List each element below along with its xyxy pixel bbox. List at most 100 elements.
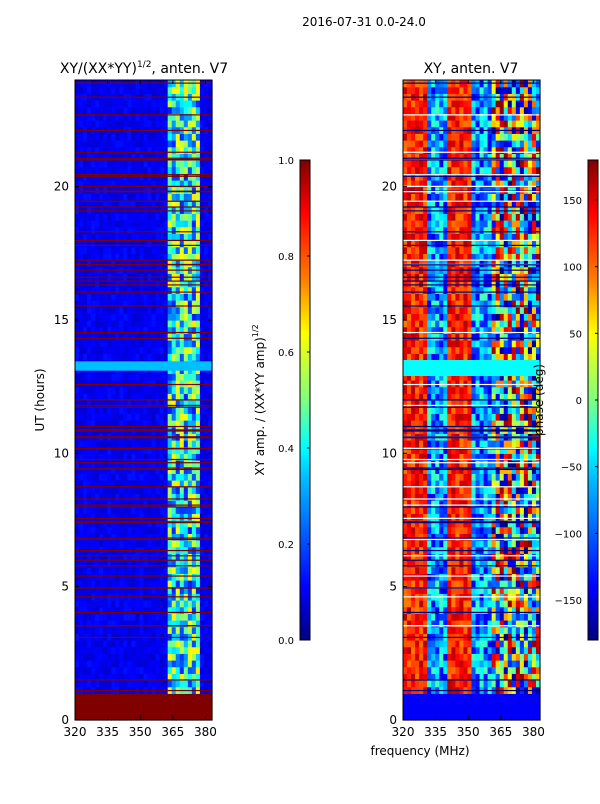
amp-heat-cell — [187, 493, 193, 501]
amp-heat-cell — [187, 380, 193, 388]
amp-heat-cell — [171, 713, 177, 721]
amp-heat-cell — [75, 693, 80, 701]
amp-heat-cell — [115, 153, 120, 161]
amp-heat-cell — [187, 386, 193, 394]
amp-heat-cell — [111, 120, 116, 128]
amp-heat-cell — [75, 526, 80, 534]
phase-heat-cell — [435, 586, 440, 594]
phase-heat-cell — [443, 653, 448, 661]
amp-heat-cell — [207, 180, 213, 188]
amp-heat-cell — [79, 613, 84, 621]
phase-heat-cell — [507, 666, 513, 674]
amp-heat-cell — [119, 600, 124, 608]
amp-heat-cell — [99, 253, 104, 261]
amp-heat-cell — [203, 460, 209, 468]
amp-heat-cell — [203, 493, 209, 501]
amp-heat-cell — [135, 153, 141, 161]
amp-heat-cell — [91, 620, 96, 628]
phase-heat-cell — [511, 460, 517, 468]
phase-heat-cell — [495, 653, 501, 661]
amp-heat-cell — [187, 260, 193, 268]
amp-heat-cell — [119, 293, 124, 301]
amp-heat-cell — [175, 113, 181, 121]
amp-heat-cell — [131, 346, 137, 354]
phase-heat-cell — [483, 560, 489, 568]
phase-heat-cell — [519, 453, 525, 461]
amp-heat-cell — [127, 480, 133, 488]
amp-heat-cell — [195, 440, 201, 448]
amp-heat-cell — [115, 133, 120, 141]
amp-heat-cell — [203, 146, 209, 154]
phase-heat-cell — [443, 660, 448, 668]
phase-heat-cell — [431, 540, 436, 548]
phase-heat-cell — [467, 620, 473, 628]
amp-heat-cell — [87, 293, 92, 301]
amp-heat-cell — [115, 293, 120, 301]
amp-heat-cell — [203, 653, 209, 661]
phase-heat-cell — [523, 400, 529, 408]
amp-heat-cell — [159, 253, 165, 261]
amp-heat-cell — [131, 293, 137, 301]
phase-heat-cell — [447, 613, 452, 621]
amp-heat-cell — [191, 513, 197, 521]
amp-heat-cell — [75, 186, 80, 194]
amp-heat-cell — [115, 526, 120, 534]
amp-heat-cell — [83, 213, 88, 221]
amp-heat-cell — [131, 240, 137, 248]
amp-heat-cell — [151, 380, 157, 388]
amp-heat-cell — [107, 626, 112, 634]
amp-heat-cell — [139, 160, 145, 168]
phase-heat-cell — [419, 560, 424, 568]
phase-heat-cell — [431, 446, 436, 454]
amp-heat-cell — [207, 586, 213, 594]
phase-heat-cell — [407, 526, 412, 534]
phase-heat-cell — [531, 606, 537, 614]
amp-heat-cell — [191, 573, 197, 581]
amp-heat-cell — [87, 580, 92, 588]
phase-heat-cell — [443, 600, 448, 608]
phase-heat-cell — [479, 653, 485, 661]
phase-heat-cell — [495, 553, 501, 561]
amp-heat-cell — [159, 386, 165, 394]
amp-heat-cell — [119, 320, 124, 328]
phase-heat-cell — [439, 406, 444, 414]
phase-heat-cell — [491, 560, 497, 568]
amp-heat-cell — [167, 346, 173, 354]
phase-heat-cell — [499, 606, 505, 614]
phase-heat-cell — [479, 400, 485, 408]
amp-heat-cell — [131, 166, 137, 174]
amp-heat-cell — [127, 286, 133, 294]
phase-heat-cell — [411, 526, 416, 534]
amp-heat-cell — [191, 713, 197, 721]
amp-heat-cell — [99, 566, 104, 574]
phase-heat-cell — [535, 606, 541, 614]
amp-heat-cell — [103, 400, 108, 408]
amp-heat-cell — [147, 500, 153, 508]
amp-heat-cell — [103, 666, 108, 674]
phase-heat-cell — [423, 513, 428, 521]
amp-heat-cell — [83, 406, 88, 414]
amp-heat-cell — [147, 226, 153, 234]
phase-heat-cell — [419, 706, 424, 714]
amp-heat-cell — [191, 600, 197, 608]
phase-heat-cell — [431, 440, 436, 448]
phase-heat-cell — [519, 533, 525, 541]
phase-heat-cell — [407, 660, 412, 668]
phase-heat-cell — [407, 533, 412, 541]
phase-heat-cell — [423, 566, 428, 574]
amp-heat-cell — [163, 253, 169, 261]
amp-heat-cell — [103, 660, 108, 668]
amp-heat-cell — [151, 253, 157, 261]
amp-heat-cell — [123, 420, 128, 428]
amp-heat-cell — [103, 680, 108, 688]
amp-heat-cell — [195, 393, 201, 401]
amp-heat-cell — [103, 553, 108, 561]
phase-heat-cell — [451, 393, 456, 401]
amp-heat-cell — [99, 520, 104, 528]
amp-heat-cell — [107, 186, 112, 194]
phase-heat-cell — [467, 573, 473, 581]
phase-heat-cell — [431, 506, 436, 514]
phase-heat-cell — [479, 553, 485, 561]
amp-heat-cell — [191, 160, 197, 168]
amp-heat-cell — [135, 493, 141, 501]
